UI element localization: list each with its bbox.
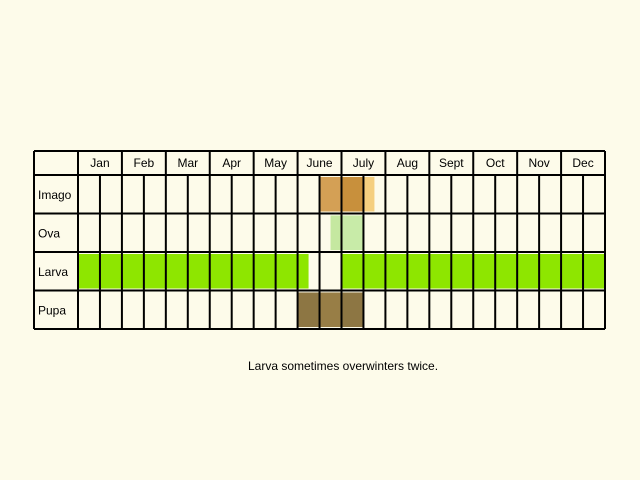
month-label-mar: Mar — [177, 156, 198, 170]
ova-span-1 — [341, 215, 364, 250]
month-label-dec: Dec — [572, 156, 593, 170]
month-label-aug: Aug — [397, 156, 418, 170]
stage-label-imago: Imago — [38, 188, 72, 202]
month-label-may: May — [264, 156, 287, 170]
larva-span-0 — [78, 254, 309, 289]
month-label-sept: Sept — [439, 156, 464, 170]
month-label-apr: Apr — [222, 156, 241, 170]
stage-label-ova: Ova — [38, 226, 60, 240]
imago-span-0 — [319, 177, 342, 212]
pupa-span-0 — [297, 292, 320, 327]
pupa-span-2 — [341, 292, 364, 327]
month-label-jan: Jan — [90, 156, 109, 170]
pupa-span-1 — [319, 292, 342, 327]
imago-span-1 — [341, 177, 364, 212]
stage-label-larva: Larva — [38, 265, 68, 279]
caption-note: Larva sometimes overwinters twice. — [247, 359, 439, 373]
imago-span-2 — [363, 177, 375, 212]
ova-span-0 — [330, 215, 342, 250]
month-label-oct: Oct — [486, 156, 505, 170]
stage-label-pupa: Pupa — [38, 303, 66, 317]
month-label-nov: Nov — [528, 156, 549, 170]
month-label-feb: Feb — [134, 156, 155, 170]
month-label-july: July — [353, 156, 374, 170]
month-label-june: June — [307, 156, 333, 170]
